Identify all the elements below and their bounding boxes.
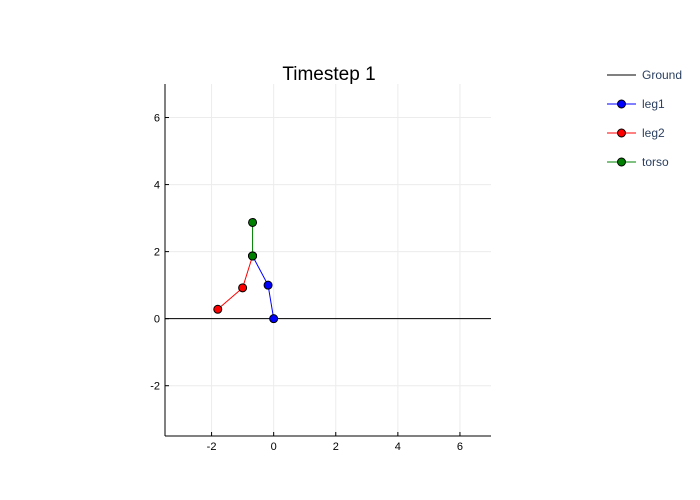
y-tick-label: 6 — [154, 113, 160, 125]
data-point-torso — [248, 251, 258, 261]
legend: Ground leg1 leg2 torso — [607, 68, 682, 169]
y-tick-label: 0 — [154, 314, 160, 326]
legend-label: torso — [642, 155, 669, 169]
series-line-leg2 — [217, 255, 254, 310]
axes: -2 0 2 4 6 -2 0 2 4 6 — [150, 84, 491, 453]
legend-swatch-marker — [617, 99, 626, 109]
legend-item-leg2: leg2 — [607, 126, 665, 140]
legend-label: Ground — [642, 68, 682, 82]
data-point-torso — [248, 217, 258, 227]
series-leg2 — [213, 251, 258, 314]
x-tick-label: 2 — [333, 441, 339, 453]
x-tick-label: 0 — [271, 441, 277, 453]
chart-title: Timestep 1 — [282, 64, 375, 85]
data-point-leg2 — [238, 283, 248, 293]
x-tick-label: -2 — [207, 441, 217, 453]
data-point-leg1 — [269, 314, 279, 324]
data-point-leg1 — [263, 280, 273, 290]
legend-swatch-marker — [617, 128, 626, 138]
legend-label: leg2 — [642, 126, 665, 140]
plot-area — [165, 217, 491, 324]
y-tick-label: 4 — [154, 180, 160, 192]
x-tick-label: 6 — [457, 441, 463, 453]
y-tick-label: 2 — [154, 247, 160, 259]
legend-label: leg1 — [642, 97, 665, 111]
grid — [165, 84, 491, 436]
x-tick-label: 4 — [395, 441, 401, 453]
legend-item-torso: torso — [607, 155, 669, 169]
legend-item-ground: Ground — [607, 68, 682, 82]
legend-swatch-marker — [617, 157, 626, 167]
series-torso — [248, 217, 258, 261]
y-tick-label: -2 — [150, 381, 160, 393]
legend-item-leg1: leg1 — [607, 97, 665, 111]
data-point-leg2 — [213, 304, 223, 314]
